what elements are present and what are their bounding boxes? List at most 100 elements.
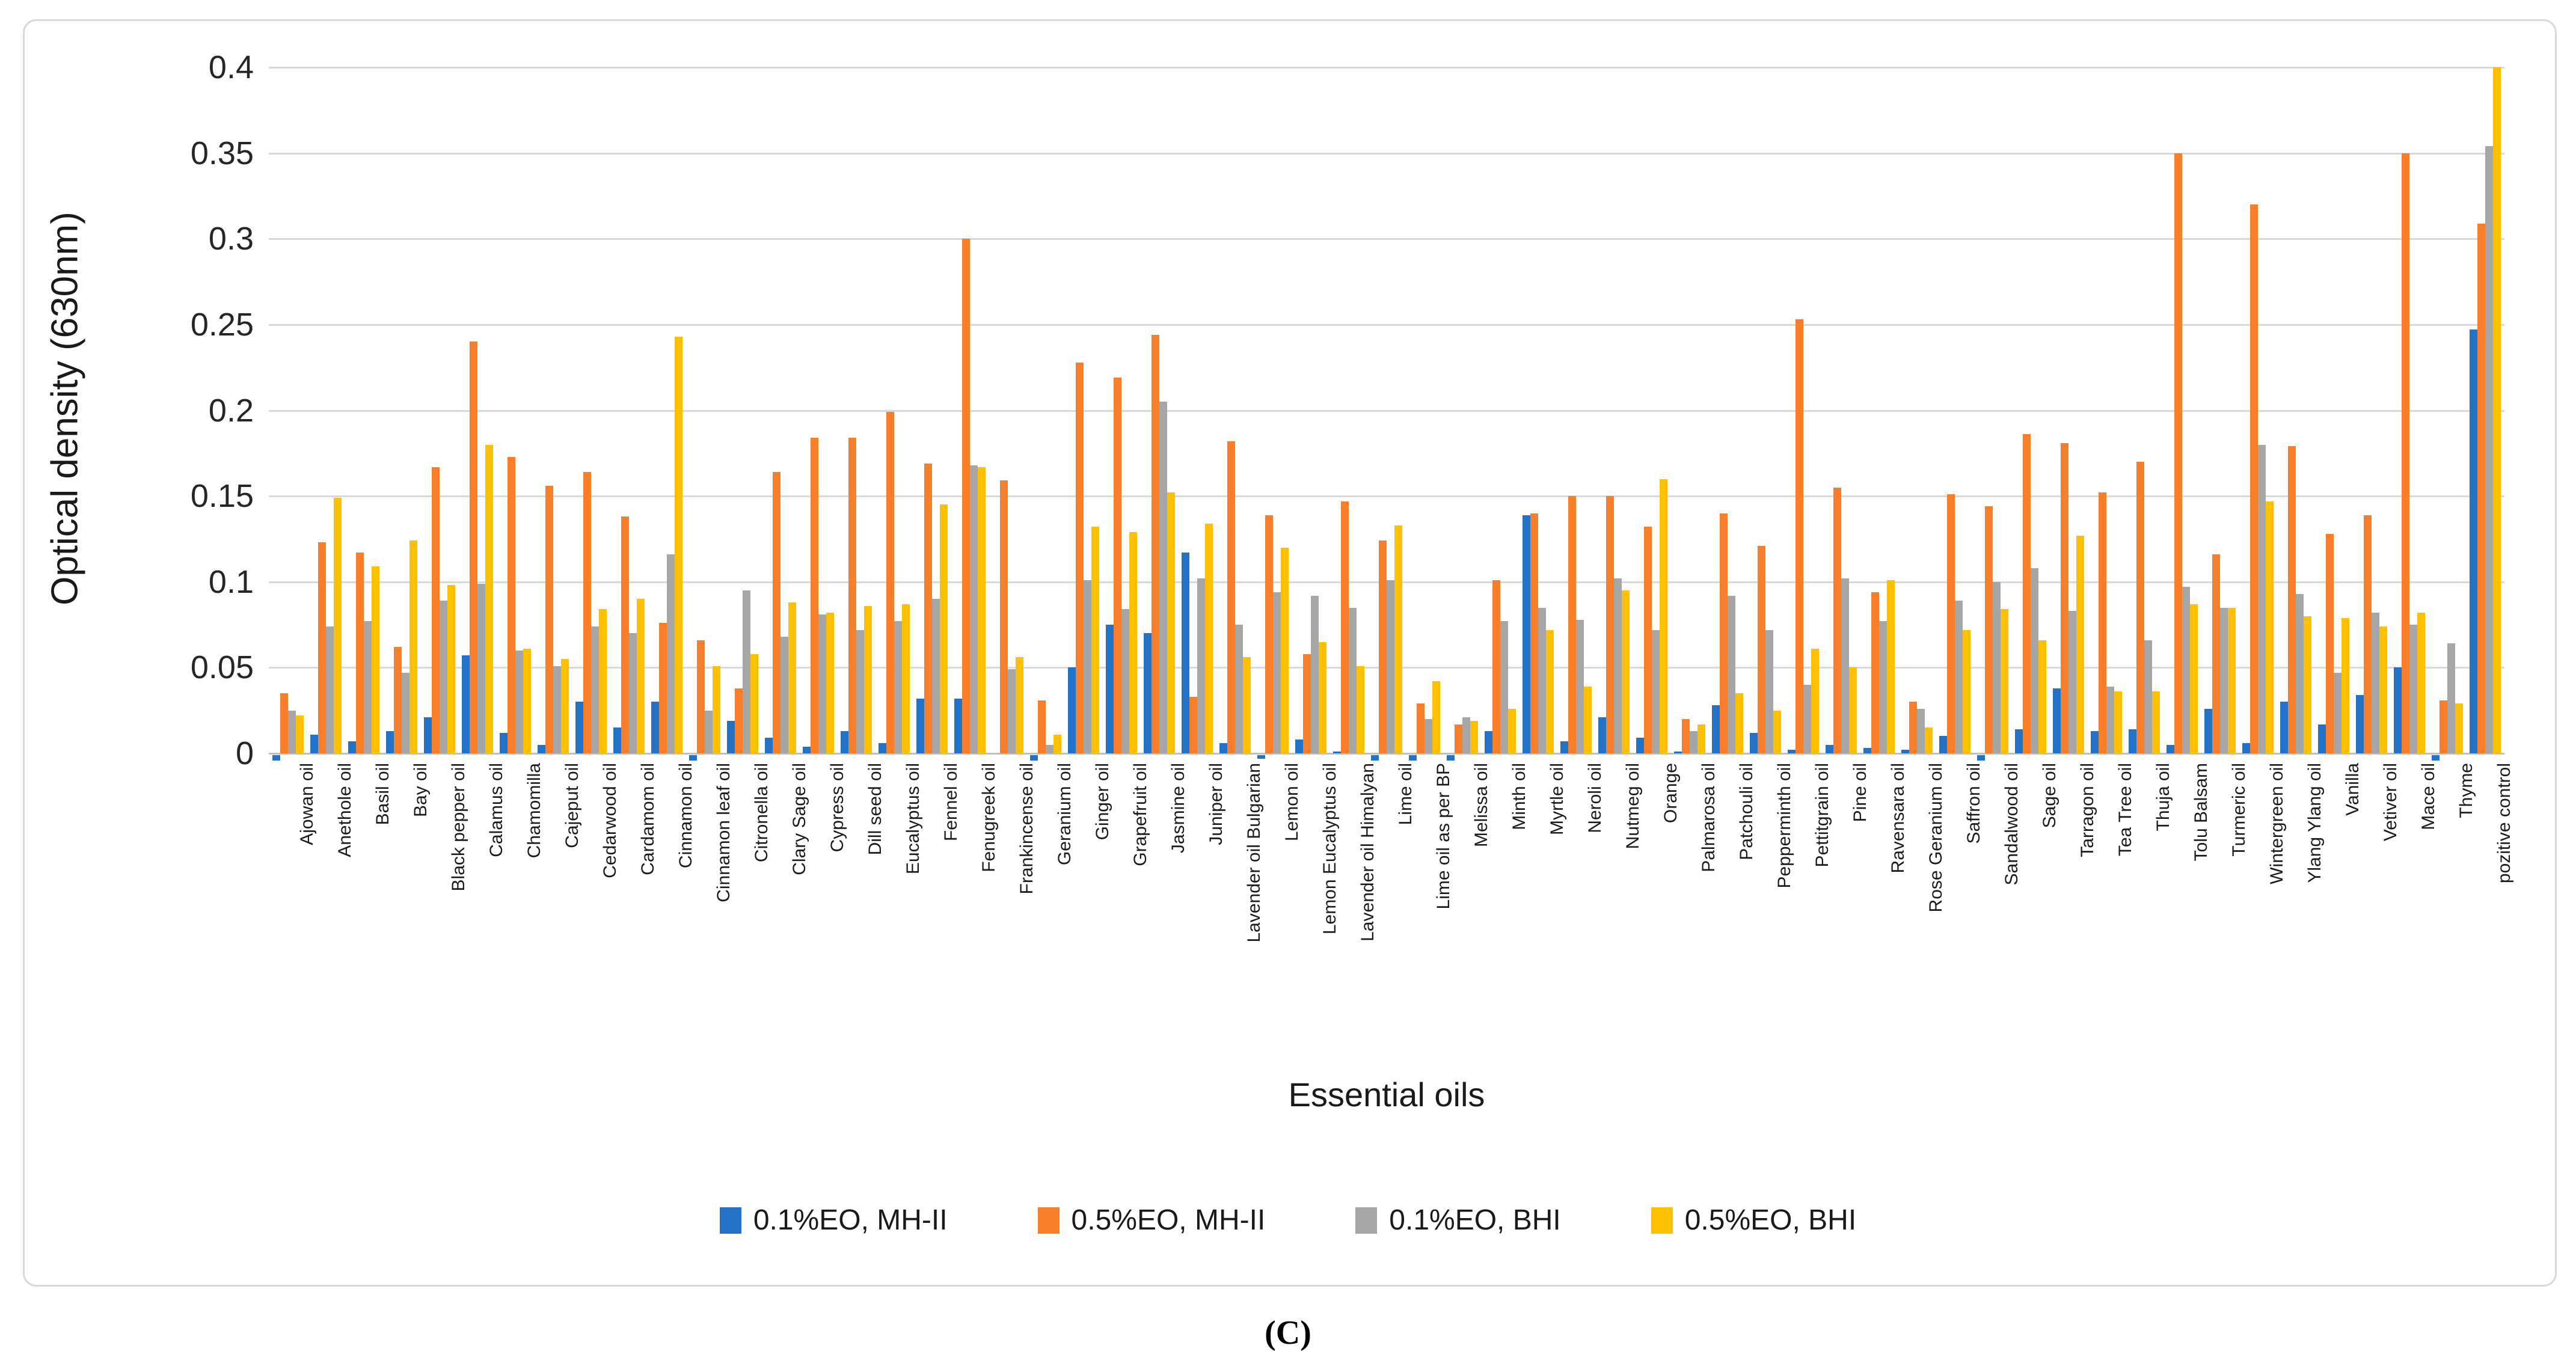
bar-0-5-eo-bhi bbox=[1735, 693, 1744, 753]
legend-swatch-icon bbox=[1037, 1207, 1060, 1234]
bar-0-1-eo-bhi bbox=[1159, 402, 1167, 753]
bar-0-5-eo-bhi bbox=[1242, 657, 1251, 753]
bar-0-1-eo-mh-ii bbox=[1105, 625, 1114, 753]
bar-0-1-eo-bhi bbox=[1310, 595, 1319, 753]
bar-0-5-eo-mh-ii bbox=[2061, 443, 2069, 753]
bar-0-1-eo-bhi bbox=[325, 626, 334, 753]
x-tick-label: Ravensara oil bbox=[1888, 763, 1909, 874]
bar-0-5-eo-mh-ii bbox=[621, 516, 629, 753]
bar-0-5-eo-bhi bbox=[712, 666, 720, 753]
bar-0-5-eo-mh-ii bbox=[469, 341, 477, 753]
bar-0-5-eo-mh-ii bbox=[2212, 554, 2221, 753]
bar-0-1-eo-bhi bbox=[628, 633, 637, 753]
bar-0-1-eo-bhi bbox=[1652, 629, 1660, 753]
bar-0-5-eo-bhi bbox=[1015, 657, 1023, 753]
bar-0-1-eo-bhi bbox=[1879, 621, 1888, 753]
bar-0-5-eo-bhi bbox=[2228, 607, 2236, 753]
x-tick-label: Rose Geranium oil bbox=[1926, 763, 1946, 913]
bar-0-5-eo-mh-ii bbox=[961, 239, 970, 753]
x-tick-label: Orange bbox=[1661, 763, 1681, 824]
legend-swatch-icon bbox=[719, 1207, 741, 1234]
bar-0-1-eo-bhi bbox=[401, 672, 409, 753]
bar-0-5-eo-bhi bbox=[1167, 492, 1175, 753]
x-tick-label: Calamus oil bbox=[486, 763, 506, 857]
bar-0-5-eo-mh-ii bbox=[1455, 724, 1463, 753]
bar-0-1-eo-bhi bbox=[1576, 619, 1584, 753]
bar-0-1-eo-bhi bbox=[1387, 580, 1394, 753]
bar-0-1-eo-mh-ii bbox=[1750, 732, 1758, 753]
bar-0-1-eo-mh-ii bbox=[1863, 748, 1872, 753]
bar-0-1-eo-mh-ii bbox=[916, 698, 924, 753]
bar-0-1-eo-bhi bbox=[1803, 684, 1812, 753]
bar-0-5-eo-mh-ii bbox=[2174, 153, 2183, 753]
x-tick-label: Dill seed oil bbox=[865, 763, 885, 856]
bar-0-5-eo-mh-ii bbox=[2440, 700, 2448, 753]
bar-0-5-eo-bhi bbox=[863, 605, 872, 753]
bar-0-1-eo-mh-ii bbox=[1598, 717, 1607, 753]
x-tick-label: Cinnamon oil bbox=[675, 763, 696, 869]
bar-0-1-eo-mh-ii bbox=[1523, 515, 1531, 753]
bar-0-1-eo-mh-ii bbox=[272, 755, 280, 761]
bar-0-5-eo-mh-ii bbox=[1530, 513, 1539, 753]
bar-0-1-eo-mh-ii bbox=[2432, 755, 2440, 761]
bar-0-1-eo-mh-ii bbox=[2091, 730, 2099, 753]
bar-0-1-eo-mh-ii bbox=[2394, 667, 2402, 753]
bar-0-1-eo-mh-ii bbox=[1143, 633, 1152, 753]
bar-0-1-eo-mh-ii bbox=[310, 734, 318, 753]
bar-0-1-eo-mh-ii bbox=[1939, 736, 1948, 753]
bar-0-5-eo-bhi bbox=[1697, 724, 1706, 753]
bar-0-1-eo-bhi bbox=[1765, 629, 1774, 753]
x-tick-label: Cajeput oil bbox=[562, 763, 582, 848]
bar-0-1-eo-mh-ii bbox=[1409, 755, 1417, 761]
x-tick-label: Cedarwood oil bbox=[600, 763, 620, 878]
bar-0-1-eo-mh-ii bbox=[2356, 695, 2364, 753]
x-tick-label: Turmeric oil bbox=[2229, 763, 2249, 857]
bar-0-5-eo-mh-ii bbox=[1417, 703, 1425, 753]
bar-0-5-eo-bhi bbox=[1470, 720, 1479, 753]
y-tick-label: 0.05 bbox=[190, 649, 254, 686]
bar-0-1-eo-mh-ii bbox=[1067, 667, 1076, 753]
bar-0-5-eo-mh-ii bbox=[317, 542, 326, 753]
bar-0-1-eo-bhi bbox=[1083, 580, 1091, 753]
bar-0-5-eo-mh-ii bbox=[1492, 580, 1501, 753]
bar-0-5-eo-mh-ii bbox=[1379, 541, 1387, 753]
bar-0-1-eo-bhi bbox=[1690, 730, 1698, 753]
bar-0-5-eo-mh-ii bbox=[1606, 496, 1615, 753]
bar-0-5-eo-mh-ii bbox=[1075, 362, 1084, 753]
x-tick-label: pozitive control bbox=[2494, 763, 2515, 884]
bar-0-1-eo-bhi bbox=[666, 554, 675, 753]
bar-0-5-eo-bhi bbox=[2341, 617, 2350, 753]
bar-0-1-eo-mh-ii bbox=[1485, 730, 1493, 753]
gridline bbox=[269, 495, 2504, 498]
x-tick-label: Chamomilla bbox=[524, 763, 544, 859]
bar-0-1-eo-bhi bbox=[1272, 592, 1281, 753]
bar-0-5-eo-bhi bbox=[1280, 547, 1289, 753]
bar-0-1-eo-bhi bbox=[1538, 607, 1547, 753]
bar-0-5-eo-mh-ii bbox=[583, 472, 591, 753]
bar-0-1-eo-mh-ii bbox=[1560, 741, 1569, 753]
bar-0-1-eo-mh-ii bbox=[499, 732, 508, 753]
bar-0-1-eo-bhi bbox=[2447, 643, 2456, 753]
bar-0-1-eo-bhi bbox=[477, 583, 485, 753]
x-tick-label: Lime oil as per BP bbox=[1434, 763, 1454, 910]
bar-0-5-eo-bhi bbox=[1318, 642, 1326, 753]
x-tick-label: Tarragon oil bbox=[2078, 763, 2098, 857]
bar-0-5-eo-bhi bbox=[1925, 727, 1933, 753]
bar-0-5-eo-bhi bbox=[1091, 527, 1099, 753]
x-tick-label: Ajowan oil bbox=[296, 763, 317, 845]
x-tick-label: Melissa oil bbox=[1471, 763, 1492, 848]
x-tick-label: Palmarosa oil bbox=[1699, 763, 1719, 872]
bar-0-1-eo-mh-ii bbox=[802, 746, 811, 753]
x-tick-label: Sage oil bbox=[2040, 763, 2060, 828]
bar-0-1-eo-bhi bbox=[1614, 578, 1622, 753]
y-tick-label: 0.3 bbox=[208, 221, 254, 257]
bar-0-1-eo-mh-ii bbox=[954, 698, 962, 753]
x-axis-line bbox=[269, 753, 2504, 755]
bar-0-1-eo-mh-ii bbox=[1295, 740, 1303, 753]
y-tick-label: 0.1 bbox=[208, 563, 254, 600]
bar-0-1-eo-bhi bbox=[2220, 607, 2228, 753]
bar-0-5-eo-mh-ii bbox=[355, 553, 364, 753]
bar-0-1-eo-bhi bbox=[1841, 578, 1850, 753]
x-tick-label: Saffron oil bbox=[1964, 763, 1984, 844]
bar-0-1-eo-mh-ii bbox=[1181, 553, 1189, 753]
